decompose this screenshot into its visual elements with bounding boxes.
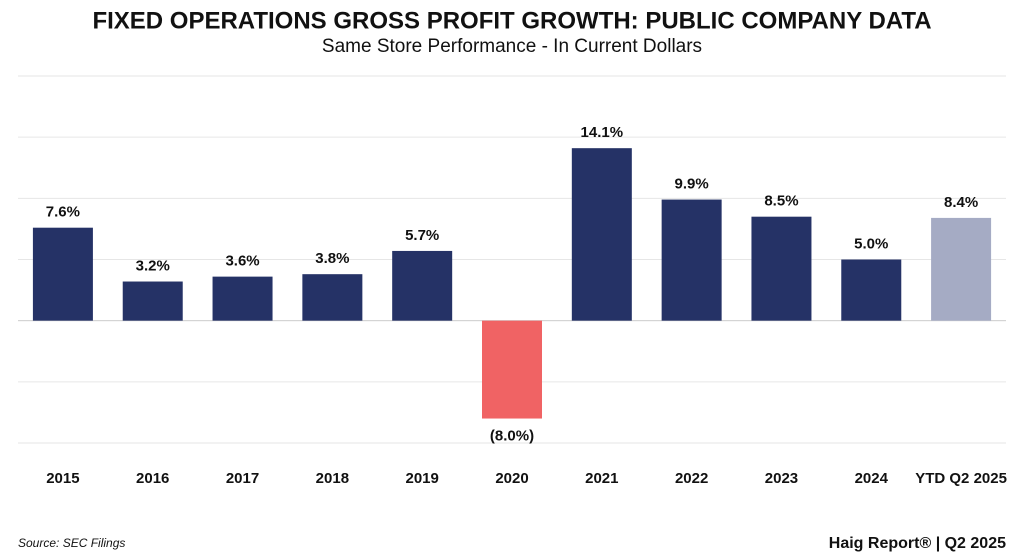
x-tick-label: 2016: [136, 470, 169, 487]
x-tick-label: 2018: [316, 470, 349, 487]
x-tick-label: 2023: [765, 470, 798, 487]
bar: [302, 274, 363, 321]
bar: [212, 276, 273, 321]
value-label: 8.5%: [764, 193, 798, 210]
bar: [122, 281, 183, 321]
x-tick-label: 2019: [405, 470, 438, 487]
x-tick-label: 2017: [226, 470, 259, 487]
value-label: 5.0%: [854, 235, 888, 252]
value-label: 8.4%: [944, 194, 978, 211]
value-label: 7.6%: [46, 204, 80, 221]
value-label: 3.6%: [225, 253, 259, 270]
bar: [482, 320, 542, 419]
x-tick-label: 2021: [585, 470, 618, 487]
x-tick-label: 2015: [46, 470, 79, 487]
brand-note: Haig Report® | Q2 2025: [829, 535, 1006, 552]
x-tick-label: 2024: [855, 470, 889, 487]
x-tick-label: 2020: [495, 470, 528, 487]
x-tick-label: 2022: [675, 470, 708, 487]
bar: [392, 250, 453, 321]
bar: [661, 199, 722, 321]
value-label: 9.9%: [675, 176, 709, 193]
x-tick-label: YTD Q2 2025: [915, 470, 1007, 487]
bar: [32, 227, 93, 321]
value-label: 3.2%: [136, 257, 170, 274]
bar: [571, 148, 632, 321]
source-note: Source: SEC Filings: [18, 536, 125, 550]
value-label: 3.8%: [315, 250, 349, 267]
bar: [841, 259, 902, 321]
bar: [931, 217, 992, 321]
bar: [751, 216, 812, 321]
value-label: (8.0%): [490, 428, 534, 445]
value-label: 14.1%: [581, 124, 624, 141]
chart-title: FIXED OPERATIONS GROSS PROFIT GROWTH: PU…: [92, 7, 931, 34]
value-label: 5.7%: [405, 227, 439, 244]
chart-subtitle: Same Store Performance - In Current Doll…: [322, 36, 702, 57]
